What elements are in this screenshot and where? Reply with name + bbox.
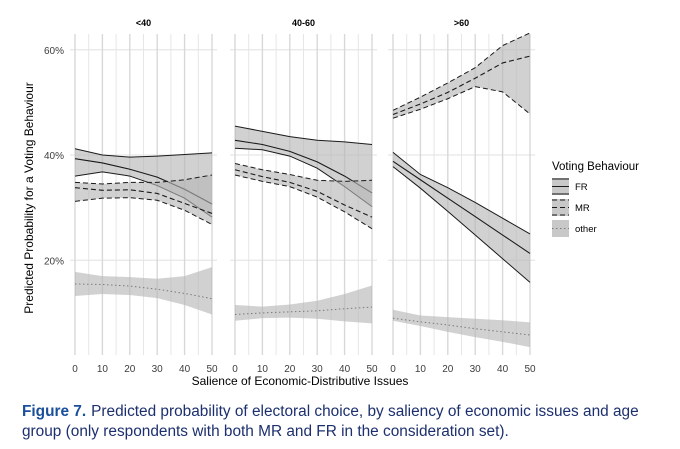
estimate-line-MR — [392, 55, 531, 116]
legend-label: FR — [575, 182, 588, 193]
x-tick-label: 20 — [124, 364, 136, 375]
x-tick-label: 30 — [152, 364, 164, 375]
x-tick-label: 30 — [470, 364, 482, 375]
x-axis: 0 10 20 30 40 50 0 10 20 30 40 50 0 10 20 30 40 50 — [72, 364, 536, 375]
legend-item-FR: FR — [552, 178, 588, 195]
panel-1: <40 — [70, 18, 217, 355]
x-tick-label: 40 — [179, 364, 191, 375]
estimate-line-MR — [74, 187, 213, 214]
facet-label: <40 — [136, 18, 151, 28]
x-tick-label: 50 — [206, 364, 218, 375]
ci-upper-line-FR — [392, 152, 531, 235]
estimate-line-FR — [392, 160, 531, 254]
x-axis-title: Salience of Economic-Distributive Issues — [192, 374, 409, 388]
ci-band-FR — [75, 148, 212, 218]
ci-lower-line-FR — [392, 166, 531, 283]
panel-3: >60 — [388, 18, 535, 355]
ci-upper-line-MR — [234, 162, 373, 182]
x-tick-label: 20 — [284, 364, 296, 375]
figure-caption: Figure 7. Predicted probability of electo… — [22, 402, 672, 442]
estimate-line-MR — [234, 169, 373, 218]
ci-upper-line-MR — [392, 32, 531, 111]
estimate-line-other — [74, 283, 213, 300]
facet-label: 40-60 — [292, 18, 315, 28]
ci-upper-line-FR — [234, 125, 373, 146]
figure-number: Figure 7. — [22, 403, 87, 420]
ci-band-MR — [75, 175, 212, 225]
x-tick-label: 50 — [524, 364, 536, 375]
legend: Voting Behaviour FR MR other — [552, 161, 639, 237]
x-tick-label: 30 — [312, 364, 324, 375]
ci-upper-line-FR — [74, 148, 213, 158]
ci-upper-line-MR — [74, 174, 213, 185]
estimate-line-other — [392, 317, 531, 336]
x-tick-label: 10 — [97, 364, 109, 375]
legend-item-MR: MR — [552, 199, 590, 216]
estimate-line-other — [234, 306, 373, 315]
ci-band-MR — [235, 163, 372, 229]
legend-label: MR — [575, 203, 590, 214]
x-tick-label: 0 — [390, 364, 396, 375]
legend-label: other — [575, 224, 597, 235]
x-tick-label: 50 — [366, 364, 378, 375]
y-axis: 20% 40% 60% — [44, 46, 64, 267]
y-axis-title: Predicted Probability for a Voting Behav… — [22, 82, 36, 313]
legend-title: Voting Behaviour — [552, 161, 639, 173]
y-tick-label: 40% — [44, 151, 64, 162]
panel-2: 40-60 — [230, 18, 377, 355]
x-tick-label: 40 — [497, 364, 509, 375]
legend-item-other: other — [552, 220, 597, 237]
x-tick-label: 20 — [442, 364, 454, 375]
y-tick-label: 20% — [44, 256, 64, 267]
ci-band-other — [235, 285, 372, 324]
x-tick-label: 0 — [72, 364, 78, 375]
figure-chart: <40 40-60 >60 20% 40% 60% 0 10 20 30 40 50 0 10 20 30… — [22, 18, 639, 388]
ci-band-other — [393, 309, 530, 348]
estimate-line-FR — [234, 139, 373, 194]
x-tick-label: 10 — [415, 364, 427, 375]
facet-panels: <40 40-60 >60 — [70, 18, 535, 355]
ci-band-other — [75, 267, 212, 315]
facet-label: >60 — [454, 18, 469, 28]
x-tick-label: 10 — [257, 364, 269, 375]
ci-lower-line-MR — [234, 174, 373, 230]
ci-lower-line-MR — [74, 197, 213, 225]
ci-lower-line-MR — [392, 86, 531, 119]
x-tick-label: 40 — [339, 364, 351, 375]
y-tick-label: 60% — [44, 46, 64, 57]
caption-text: Predicted probability of electoral choic… — [22, 403, 639, 440]
x-tick-label: 0 — [232, 364, 238, 375]
